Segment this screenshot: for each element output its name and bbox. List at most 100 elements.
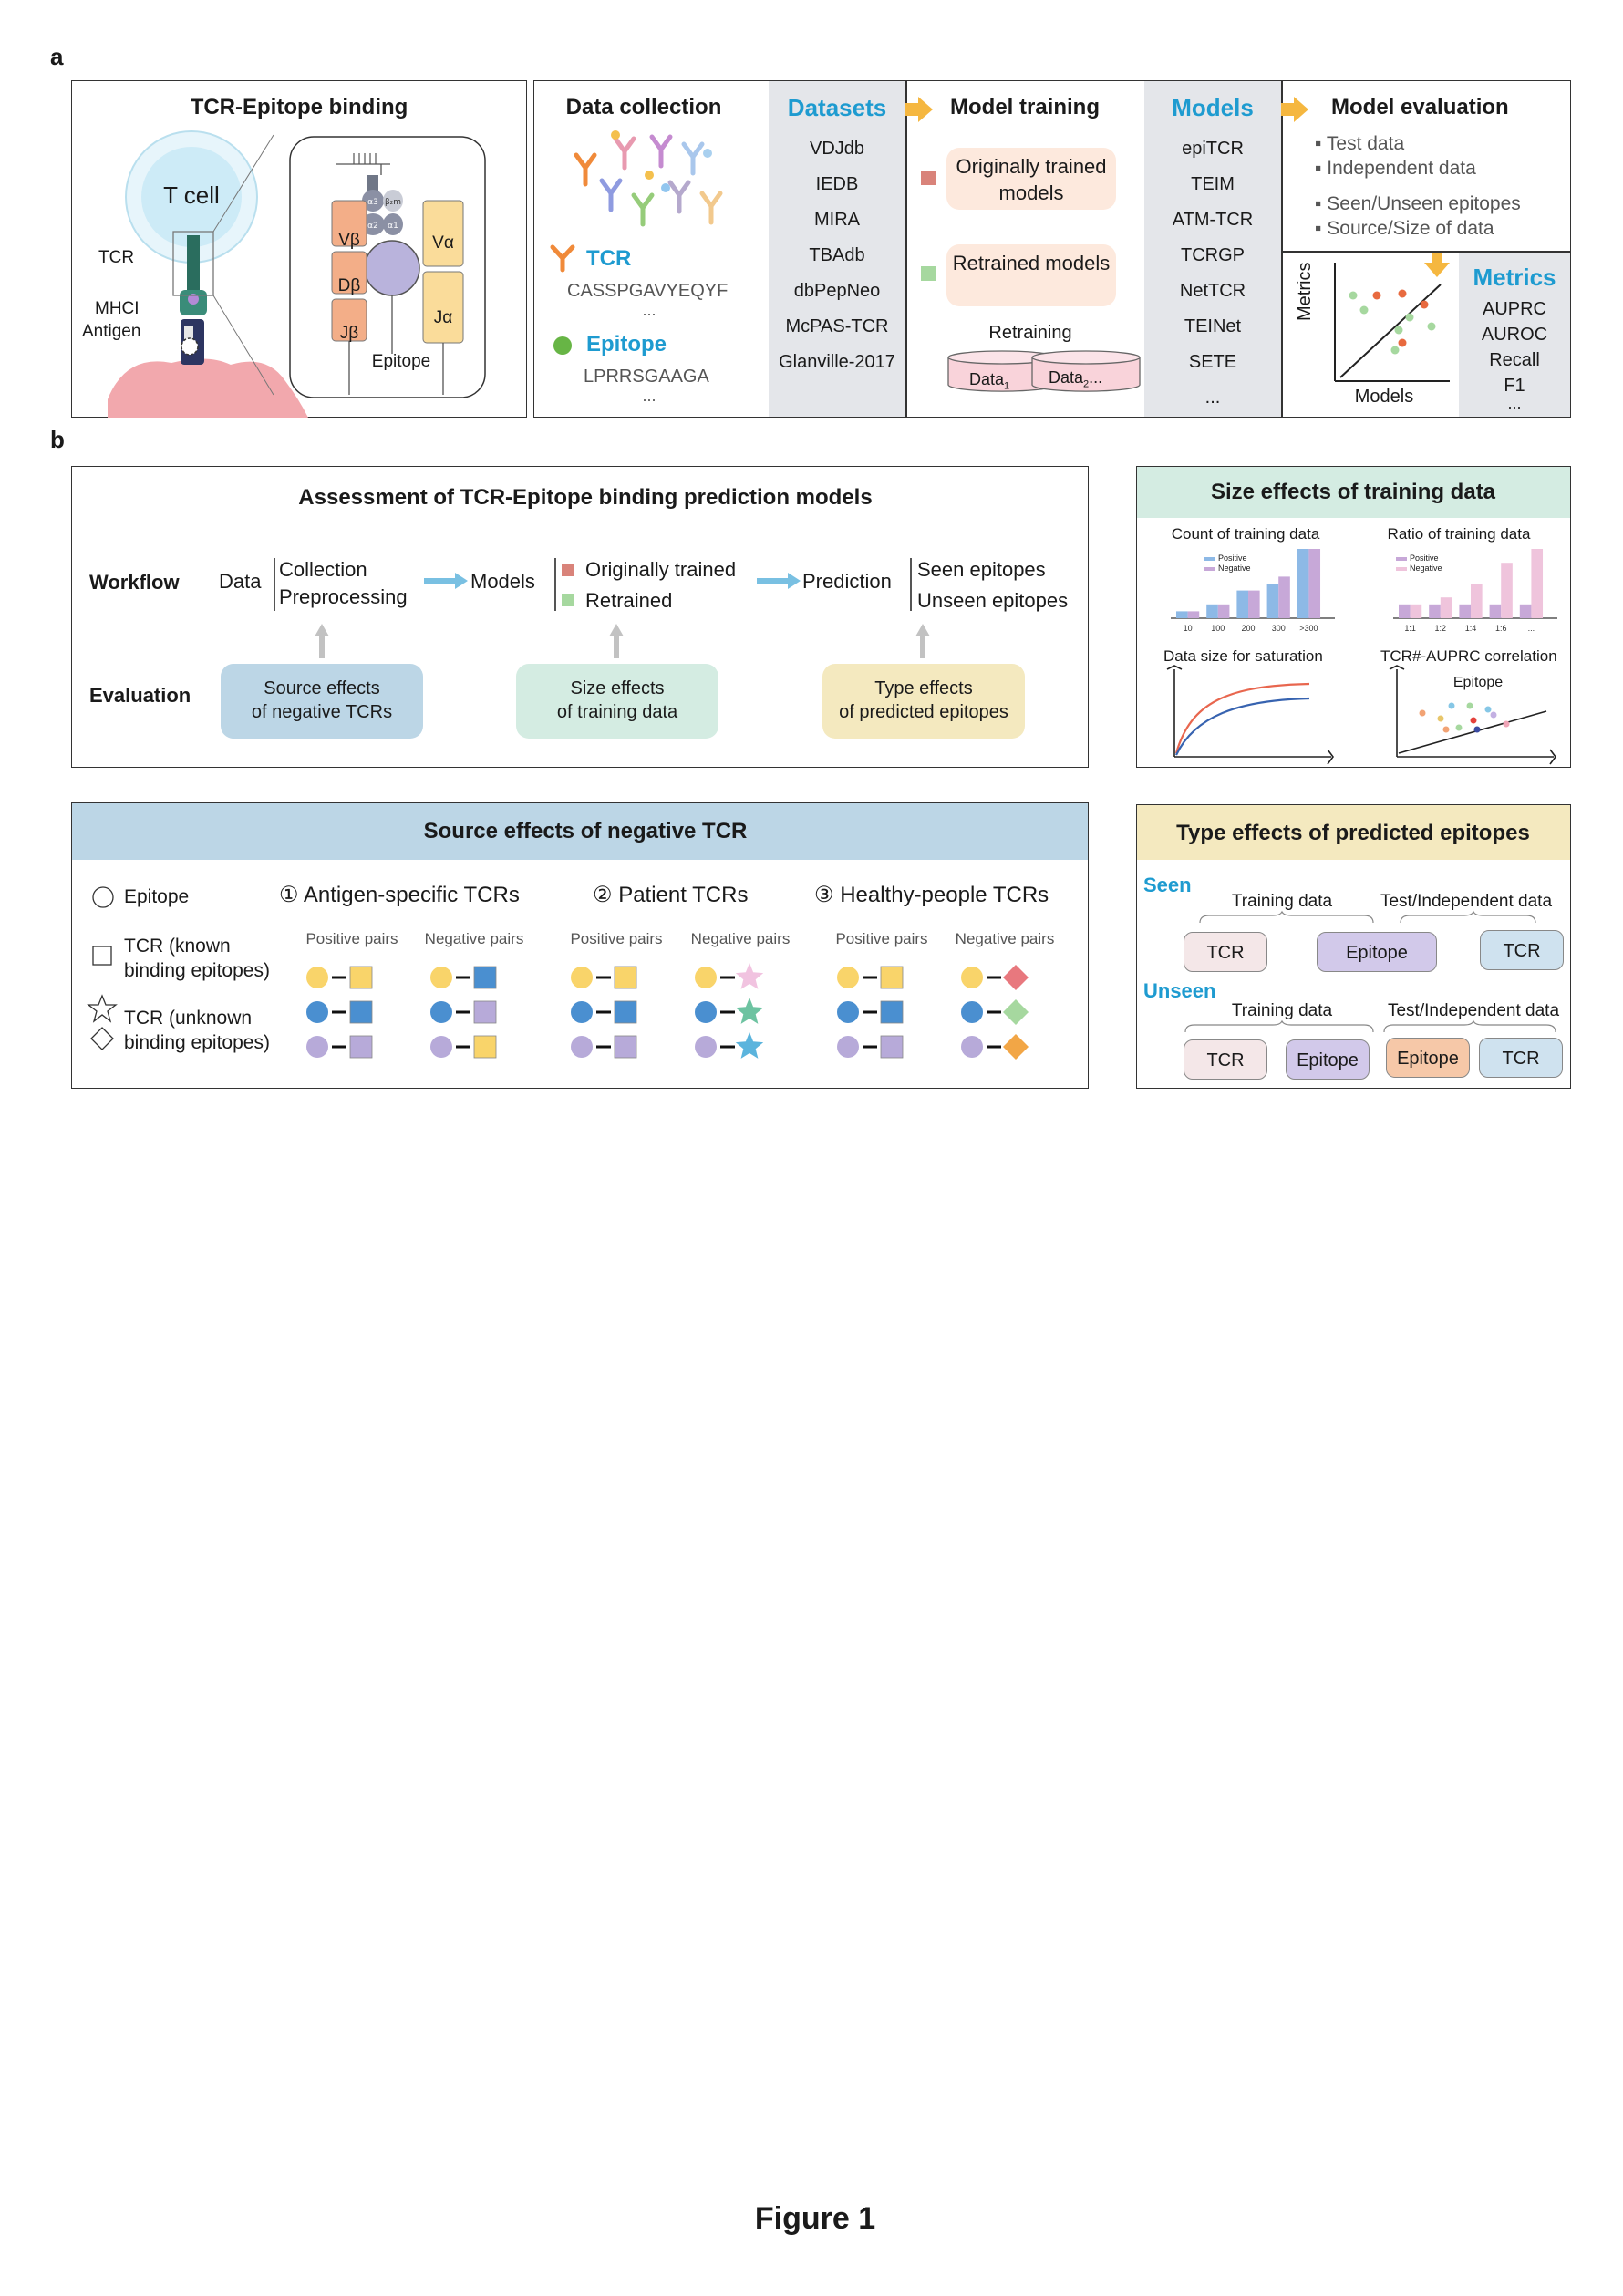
eval-up-arrow (915, 624, 930, 658)
bar-positive (1459, 604, 1472, 618)
bar-positive (1206, 604, 1218, 618)
tcr-star (735, 963, 764, 989)
epitope-legend-circle-icon (92, 886, 114, 908)
evaluation-y-label: Metrics (1295, 262, 1315, 321)
bar-positive (1489, 604, 1502, 618)
tcr-diamond (1003, 965, 1029, 990)
tcr-square (349, 1035, 373, 1059)
epitope-circle (961, 1036, 983, 1058)
eval-size-line1: Size effects (570, 678, 665, 698)
epitope-circle (571, 1001, 593, 1023)
workflow-arrow-2 (757, 573, 801, 589)
chain-va: Vα (432, 233, 454, 253)
bar-negative (1248, 590, 1260, 618)
tick-label: 200 (1242, 624, 1256, 633)
legend-positive-swatch (1204, 557, 1215, 561)
positive-pairs-label: Positive pairs (835, 930, 928, 947)
workflow-prediction: Prediction (802, 570, 892, 593)
evaluation-bullet: ▪ Seen/Unseen epitopes (1315, 193, 1521, 214)
epitope-circle (306, 967, 328, 988)
tcr-more: ... (642, 301, 656, 319)
positive-pairs-label: Positive pairs (305, 930, 398, 947)
tick-label: 1:4 (1465, 624, 1477, 633)
original-models-pill: Originally trained models (946, 148, 1116, 210)
legend-epitope: Epitope (124, 886, 190, 907)
eval-size-box: Size effects of training data (516, 664, 718, 739)
tcr-unknown-star-icon (87, 994, 118, 1023)
epitope-circle (430, 967, 452, 988)
epitope-label: Epitope (371, 352, 431, 371)
chain-jb: Jβ (339, 324, 359, 343)
ratio-chart-title: Ratio of training data (1387, 525, 1531, 543)
metrics-column (1459, 251, 1570, 417)
dataset-item: McPAS-TCR (785, 316, 889, 336)
tcr-square (349, 1000, 373, 1024)
metrics-scatter-plot (1334, 253, 1450, 382)
retrained-swatch (562, 594, 574, 606)
tick-label: 10 (1184, 624, 1193, 633)
group-healthy-title: ③ Healthy-people TCRs (814, 883, 1049, 907)
workflow-models: Models (470, 570, 535, 593)
legend-tcr-known-1: TCR (known (124, 936, 231, 957)
model-item: SETE (1188, 352, 1237, 372)
tick-label: 1:1 (1404, 624, 1416, 633)
eval-source-line2: of negative TCRs (251, 702, 393, 722)
antigen-label: Antigen (82, 322, 141, 341)
workflow-preprocessing: Preprocessing (279, 585, 408, 608)
metric-item: ... (1507, 394, 1522, 412)
legend-tcr-unknown-2: binding epitopes) (124, 1032, 270, 1053)
unseen-test-epitope: Epitope (1386, 1038, 1470, 1078)
models-column (1144, 81, 1281, 417)
eval-up-arrow (315, 624, 329, 658)
epitope-more: ... (642, 387, 656, 405)
epitope-circle (430, 1036, 452, 1058)
tcr-square (473, 966, 497, 989)
data2-cylinder (1031, 350, 1141, 392)
eval-type-line1: Type effects (874, 678, 973, 698)
models-title: Models (1172, 94, 1254, 121)
seen-label: Seen (1143, 874, 1192, 896)
seen-test-tcr: TCR (1480, 930, 1564, 970)
tcr-diamond (1003, 999, 1029, 1025)
tick-label: ... (1528, 624, 1535, 633)
workflow-retrained: Retrained (585, 589, 673, 612)
tcr-square (880, 966, 904, 989)
binding-title: TCR-Epitope binding (190, 95, 408, 119)
dataset-item: TBAdb (809, 245, 865, 265)
bar-positive (1519, 604, 1532, 618)
retrained-models-pill: Retrained models (946, 244, 1116, 306)
tcr-square (614, 1035, 637, 1059)
tcr-square (614, 1000, 637, 1024)
workflow-seen: Seen epitopes (917, 558, 1046, 581)
model-item: TCRGP (1181, 245, 1245, 265)
workflow-label: Workflow (89, 571, 180, 594)
tick-label: 300 (1272, 624, 1286, 633)
legend-negative: Negative (1218, 564, 1251, 573)
negative-pairs-label: Negative pairs (690, 930, 791, 947)
eval-up-arrow (609, 624, 624, 658)
bar-negative (1501, 563, 1513, 618)
metric-item: F1 (1504, 376, 1525, 396)
figure-title: Figure 1 (754, 2201, 876, 2236)
tcr-title: TCR (586, 246, 632, 271)
tcell-illustration: α3 β₂m α2 α1 (108, 130, 486, 418)
bar-positive (1176, 611, 1188, 618)
bar-negative (1440, 597, 1452, 618)
pairs-grid (306, 963, 1029, 1060)
data1-label: Data1 (969, 370, 1010, 392)
metric-item: Recall (1489, 350, 1540, 370)
seen-brackets (1199, 910, 1536, 924)
correlation-chart-title: TCR#-AUPRC correlation (1380, 647, 1557, 665)
legend-positive: Positive (1410, 553, 1439, 563)
datasets-title: Datasets (787, 94, 887, 121)
dataset-item: dbPepNeo (793, 281, 881, 301)
tcell-label: T cell (163, 181, 220, 209)
epitope-circle (695, 967, 717, 988)
model-item: TEINet (1184, 316, 1242, 336)
original-models-label: Originally trained models (956, 155, 1107, 204)
bar-positive (1429, 604, 1441, 618)
evaluation-x-label: Models (1354, 387, 1414, 407)
bar-negative (1410, 604, 1422, 618)
bar-negative (1278, 576, 1290, 618)
bar-positive (1236, 590, 1249, 618)
